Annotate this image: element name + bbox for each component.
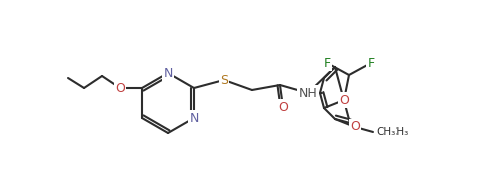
Text: F: F [324,57,330,70]
Text: O: O [339,94,349,107]
Text: CH₃: CH₃ [389,127,408,137]
Text: N: N [164,66,173,79]
Text: O: O [350,121,360,134]
Text: O: O [350,121,360,134]
Text: F: F [368,57,374,70]
Text: N: N [189,112,199,125]
Text: NH: NH [298,87,317,100]
Text: O: O [115,82,125,95]
Text: O: O [278,100,288,113]
Text: CH₃: CH₃ [376,127,395,137]
Text: S: S [220,74,228,87]
